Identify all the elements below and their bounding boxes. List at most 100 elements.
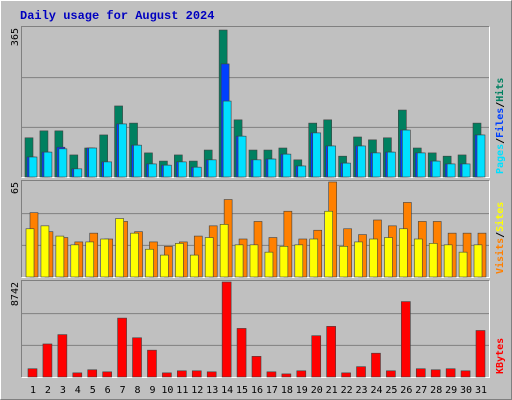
panel-bevel xyxy=(21,26,490,178)
bar xyxy=(189,254,199,278)
bar xyxy=(252,159,262,178)
x-tick-label: 25 xyxy=(385,385,397,396)
bar xyxy=(100,238,109,278)
x-tick-label: 14 xyxy=(221,385,233,396)
bar xyxy=(312,132,322,178)
x-tick-label: 8 xyxy=(135,385,141,396)
bar xyxy=(132,337,142,378)
legend-item: Sites xyxy=(494,202,506,232)
bar xyxy=(145,248,154,278)
bar xyxy=(281,373,292,378)
legend-separator: / xyxy=(495,138,506,144)
x-tick-label: 21 xyxy=(326,385,338,396)
x-tick-label: 16 xyxy=(251,385,263,396)
bar xyxy=(57,334,68,378)
x-tick-label: 11 xyxy=(176,385,188,396)
bar xyxy=(371,352,381,378)
panel-bevel xyxy=(21,180,490,278)
bar xyxy=(430,369,441,378)
bar xyxy=(356,366,366,378)
x-tick-label: 19 xyxy=(296,385,308,396)
bar xyxy=(354,241,363,278)
bar xyxy=(163,164,172,178)
y-tick-label: 8742 xyxy=(10,282,21,306)
bar xyxy=(296,370,307,378)
bar xyxy=(309,238,319,278)
x-tick-label: 9 xyxy=(149,385,155,396)
bar xyxy=(416,152,426,178)
panel-bevel xyxy=(21,26,490,178)
bar xyxy=(473,244,483,278)
bar xyxy=(25,228,35,278)
x-tick-label: 7 xyxy=(120,385,126,396)
bar xyxy=(264,251,274,278)
panel-bevel xyxy=(21,280,490,378)
legend: Visits/Sites xyxy=(494,202,506,274)
bar xyxy=(162,372,172,378)
legend-item: Pages xyxy=(495,144,506,174)
x-tick-label: 27 xyxy=(415,385,427,396)
bar xyxy=(178,161,187,178)
bar xyxy=(118,123,127,178)
bar xyxy=(85,241,95,278)
bar xyxy=(133,144,142,178)
bar xyxy=(443,244,453,278)
bar xyxy=(297,165,307,178)
bar xyxy=(73,168,83,178)
bar xyxy=(415,368,426,378)
legend-separator: / xyxy=(495,232,506,238)
bar xyxy=(445,368,456,378)
bar xyxy=(251,356,262,378)
bar xyxy=(206,371,217,378)
y-tick-label: 65 xyxy=(10,182,21,194)
bar xyxy=(148,163,157,178)
x-tick-label: 2 xyxy=(45,385,51,396)
legend-separator: / xyxy=(495,102,506,108)
bar xyxy=(249,244,259,278)
bar xyxy=(115,218,124,278)
bar xyxy=(384,237,393,278)
bar xyxy=(387,151,396,178)
x-tick-label: 31 xyxy=(475,385,487,396)
x-tick-label: 12 xyxy=(191,385,203,396)
legend: KBytes xyxy=(495,338,506,374)
bar xyxy=(234,244,244,278)
x-tick-label: 5 xyxy=(90,385,96,396)
legend-item: Visits xyxy=(494,238,506,274)
legend-item: KBytes xyxy=(495,338,506,374)
x-tick-label: 23 xyxy=(356,385,368,396)
bar xyxy=(327,145,336,178)
bar xyxy=(58,148,68,178)
panel-bevel xyxy=(21,180,490,278)
bar xyxy=(177,370,187,378)
bar xyxy=(102,371,112,378)
bar xyxy=(475,330,486,378)
bar xyxy=(192,166,202,178)
y-tick-label: 365 xyxy=(10,28,21,46)
legend-item: Files xyxy=(494,108,506,138)
bar xyxy=(282,153,292,178)
x-tick-label: 18 xyxy=(281,385,293,396)
bar xyxy=(222,100,232,178)
bar xyxy=(72,372,83,378)
bar xyxy=(88,147,98,178)
bar xyxy=(28,156,38,178)
bar xyxy=(339,246,348,278)
x-tick-label: 3 xyxy=(60,385,66,396)
x-tick-label: 17 xyxy=(266,385,278,396)
bar xyxy=(413,238,423,278)
bar xyxy=(219,224,229,278)
legend: Pages/Files/Hits xyxy=(494,78,506,174)
bar xyxy=(207,159,217,178)
bar xyxy=(279,246,289,278)
bar xyxy=(476,134,486,178)
bar xyxy=(87,369,98,378)
bar xyxy=(311,335,322,378)
bar xyxy=(40,225,50,278)
bar xyxy=(147,349,157,378)
bar xyxy=(369,238,378,278)
bar xyxy=(401,301,411,378)
bar xyxy=(237,135,247,178)
